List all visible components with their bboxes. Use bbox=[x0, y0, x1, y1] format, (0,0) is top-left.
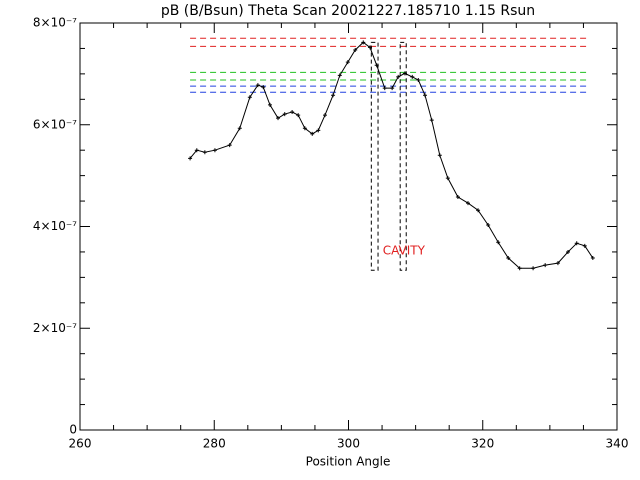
data-point bbox=[282, 112, 287, 117]
data-point bbox=[416, 77, 421, 82]
data-point bbox=[374, 63, 379, 68]
x-tick-label: 260 bbox=[69, 437, 92, 451]
y-tick-label: 2×10⁻⁷ bbox=[33, 321, 77, 335]
data-point bbox=[296, 113, 301, 118]
data-point bbox=[361, 40, 366, 45]
data-point bbox=[531, 266, 536, 271]
data-point bbox=[188, 156, 193, 161]
data-point bbox=[331, 93, 336, 98]
data-point bbox=[337, 73, 342, 78]
data-point bbox=[574, 241, 579, 246]
x-tick-label: 340 bbox=[606, 437, 629, 451]
data-point bbox=[517, 266, 522, 271]
data-point bbox=[476, 208, 481, 213]
y-tick-label: 8×10⁻⁷ bbox=[33, 16, 77, 30]
data-point bbox=[267, 102, 272, 107]
data-point bbox=[323, 113, 328, 118]
data-point bbox=[276, 116, 281, 121]
data-point bbox=[565, 249, 570, 254]
data-point bbox=[202, 150, 207, 155]
data-point bbox=[247, 95, 252, 100]
data-point bbox=[194, 148, 199, 153]
data-point bbox=[429, 118, 434, 123]
data-point bbox=[310, 131, 315, 136]
cavity-box bbox=[399, 41, 407, 271]
data-point bbox=[590, 256, 595, 261]
data-point bbox=[302, 126, 307, 131]
data-point bbox=[367, 45, 372, 50]
data-point bbox=[555, 261, 560, 266]
data-point bbox=[582, 243, 587, 248]
data-point bbox=[212, 148, 217, 153]
data-point bbox=[445, 176, 450, 181]
data-point bbox=[396, 74, 401, 79]
data-point bbox=[237, 126, 242, 131]
data-point bbox=[290, 110, 295, 115]
x-tick-label: 320 bbox=[471, 437, 494, 451]
data-point bbox=[437, 153, 442, 158]
data-point bbox=[255, 83, 260, 88]
data-point bbox=[465, 201, 470, 206]
data-point bbox=[261, 85, 266, 90]
data-point bbox=[382, 86, 387, 91]
cavity-box bbox=[370, 41, 379, 271]
data-point bbox=[410, 74, 415, 79]
data-point bbox=[227, 143, 232, 148]
x-axis-label: Position Angle bbox=[306, 455, 391, 469]
data-point bbox=[486, 222, 491, 227]
y-tick-label: 6×10⁻⁷ bbox=[33, 117, 77, 131]
data-point bbox=[402, 71, 407, 76]
y-tick-label: 4×10⁻⁷ bbox=[33, 219, 77, 233]
x-tick-label: 300 bbox=[337, 437, 360, 451]
y-tick-label: 0 bbox=[69, 423, 77, 437]
data-point bbox=[345, 60, 350, 65]
data-point bbox=[496, 240, 501, 245]
data-point bbox=[455, 194, 460, 199]
data-point bbox=[506, 256, 511, 261]
data-point bbox=[390, 86, 395, 91]
data-point bbox=[353, 47, 358, 52]
data-point bbox=[543, 263, 548, 268]
chart-title: pB (B/Bsun) Theta Scan 20021227.185710 1… bbox=[161, 3, 535, 19]
x-tick-label: 280 bbox=[203, 437, 226, 451]
annotation: CAVITY bbox=[383, 243, 426, 257]
data-point bbox=[423, 93, 428, 98]
data-point bbox=[316, 128, 321, 133]
